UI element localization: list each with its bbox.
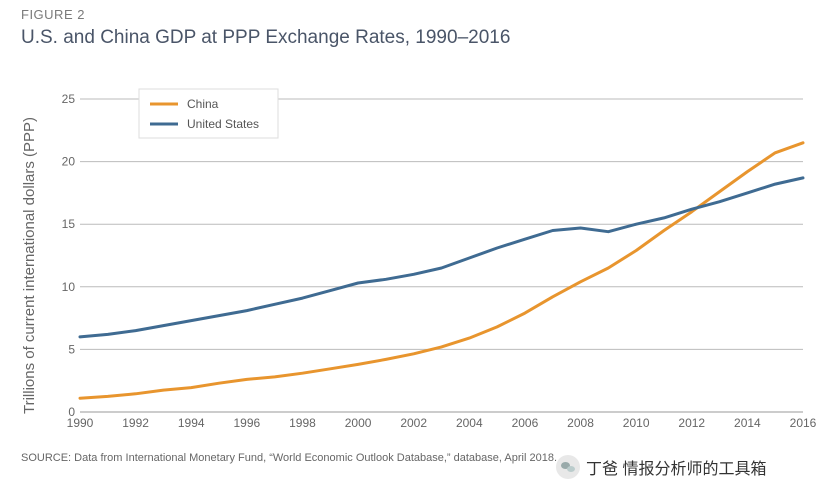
y-axis-label: Trillions of current international dolla…: [21, 117, 38, 414]
x-tick-label: 1990: [67, 416, 94, 430]
y-tick-label: 0: [68, 405, 75, 419]
chart-title: U.S. and China GDP at PPP Exchange Rates…: [21, 27, 511, 48]
y-tick-label: 25: [62, 92, 76, 106]
watermark-text: 丁爸 情报分析师的工具箱: [586, 461, 767, 478]
legend: China United States: [138, 88, 279, 139]
watermark: 丁爸 情报分析师的工具箱: [556, 455, 766, 479]
x-tick-label: 1992: [122, 416, 149, 430]
x-tick-label: 2002: [400, 416, 427, 430]
figure-label: FIGURE 2: [21, 7, 85, 22]
source-note: SOURCE: Data from International Monetary…: [21, 452, 557, 464]
y-tick-label: 15: [62, 217, 76, 231]
y-tick-label: 20: [62, 155, 76, 169]
legend-label: China: [187, 97, 219, 111]
grid-lines: [80, 98, 803, 413]
series-line-united-states: [78, 176, 805, 339]
y-tick-label: 5: [68, 342, 75, 356]
x-tick-label: 2016: [790, 416, 817, 430]
series-line-china: [78, 141, 805, 400]
wechat-icon: [556, 455, 580, 479]
x-tick-label: 1998: [289, 416, 316, 430]
legend-label: United States: [187, 117, 259, 131]
y-tick-label: 10: [62, 280, 76, 294]
x-tick-label: 2004: [456, 416, 483, 430]
x-tick-label: 1994: [178, 416, 205, 430]
x-tick-label: 2008: [567, 416, 594, 430]
x-axis-ticks: 1990 1992 1994 1996 1998 2000 2002 2004 2006 2008…: [67, 416, 817, 430]
y-axis-ticks: 0 5 10 15 20 25: [62, 92, 76, 419]
x-tick-label: 2000: [345, 416, 372, 430]
x-tick-label: 2014: [734, 416, 761, 430]
x-tick-label: 2012: [678, 416, 705, 430]
x-tick-label: 2010: [623, 416, 650, 430]
legend-box: [138, 88, 279, 139]
x-tick-label: 2006: [512, 416, 539, 430]
x-tick-label: 1996: [233, 416, 260, 430]
series-lines: [78, 141, 805, 400]
